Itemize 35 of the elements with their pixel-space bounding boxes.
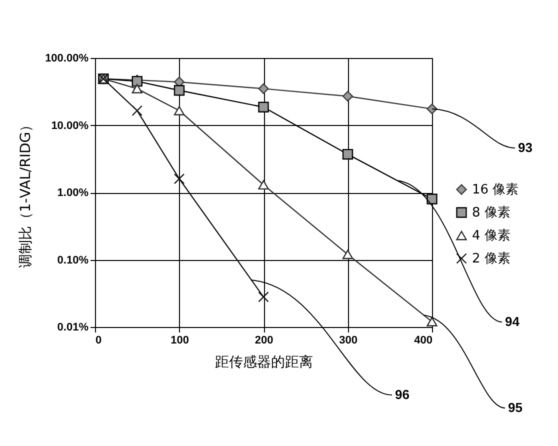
point <box>258 180 269 190</box>
point <box>174 85 185 96</box>
x-tick-label: 300 <box>339 334 358 346</box>
point <box>258 102 269 112</box>
point <box>132 105 142 116</box>
annotation: 94 <box>505 314 520 329</box>
y-tick-label: 0.01% <box>57 322 89 334</box>
point <box>258 83 269 94</box>
x-tick-label: 100 <box>170 334 189 346</box>
x-tick-label: 400 <box>414 334 432 346</box>
x-tick-label: 200 <box>254 334 274 346</box>
annotation: 93 <box>518 140 532 155</box>
point <box>426 316 438 326</box>
y-axis-title: 调制比（1-VAL/RIDG） <box>18 118 34 268</box>
legend-label: 16 像素 <box>472 182 519 198</box>
legend-label: 2 像素 <box>472 252 510 266</box>
x-tick-label: 0 <box>96 334 102 346</box>
point <box>342 90 354 102</box>
point <box>342 250 354 260</box>
annotation: 95 <box>508 400 522 415</box>
y-tick-label: 0.10% <box>57 254 89 266</box>
x-axis-title: 距传感器的距离 <box>215 354 313 370</box>
annotation: 96 <box>395 387 410 402</box>
point <box>258 292 269 302</box>
y-tick-label: 100.00% <box>45 52 89 64</box>
point <box>342 148 354 160</box>
point <box>426 194 438 204</box>
point <box>174 173 185 184</box>
point <box>174 106 185 116</box>
y-tick-label: 10.00% <box>51 120 89 132</box>
point <box>132 84 142 94</box>
point <box>426 104 438 114</box>
legend-label: 8 像素 <box>472 206 510 220</box>
legend-label: 4 像素 <box>472 228 510 244</box>
y-tick-label: 1.00% <box>57 187 89 199</box>
